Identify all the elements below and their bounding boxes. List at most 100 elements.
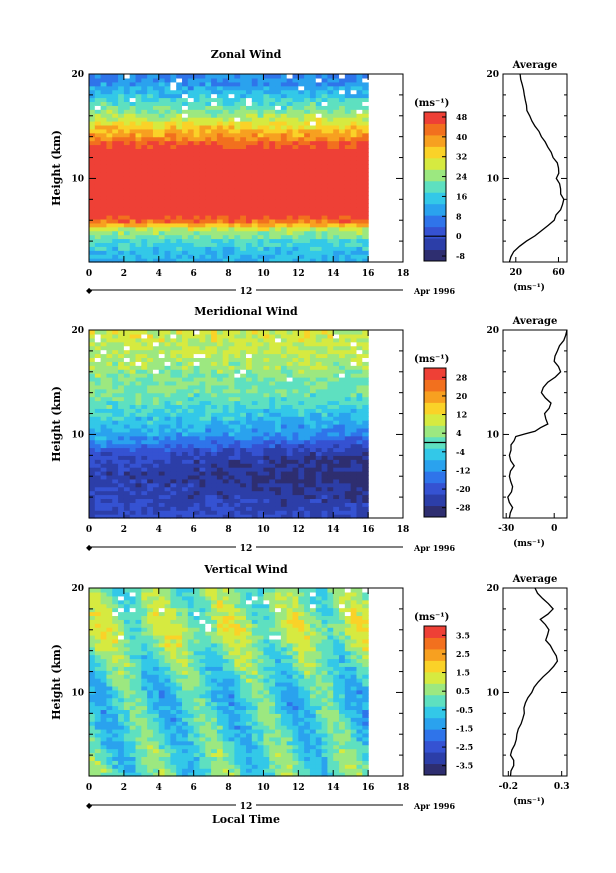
zonal-heatmap-cell — [321, 140, 328, 146]
zonal-heatmap-cell — [112, 74, 119, 79]
zonal-heatmap-cell — [176, 234, 183, 240]
meridional-heatmap-cell — [141, 388, 148, 394]
meridional-heatmap-cell — [362, 447, 369, 453]
zonal-heatmap-cell — [199, 175, 206, 181]
zonal-heatmap-cell — [89, 124, 96, 130]
zonal-heatmap-cell — [309, 109, 317, 114]
zonal-heatmap-cell — [152, 203, 160, 208]
meridional-heatmap-cell — [211, 447, 218, 453]
zonal-heatmap-cell — [106, 183, 113, 189]
meridional-heatmap-cell — [129, 416, 137, 421]
zonal-heatmap-cell — [356, 207, 363, 212]
meridional-heatmap-cell — [286, 384, 294, 390]
meridional-heatmap-cell — [112, 349, 119, 355]
zonal-heatmap-cell — [106, 128, 113, 134]
zonal-heatmap-cell — [309, 258, 317, 263]
meridional-heatmap-cell — [187, 431, 195, 437]
zonal-heatmap-cell — [123, 148, 131, 153]
zonal-heatmap-cell — [327, 113, 334, 118]
meridional-heatmap-cell — [344, 404, 352, 409]
meridional-heatmap-cell — [280, 380, 288, 386]
meridional-heatmap-cell — [187, 471, 195, 476]
zonal-heatmap-cell — [304, 160, 311, 165]
meridional-heatmap-cell — [129, 502, 137, 507]
meridional-heatmap-cell — [106, 388, 113, 394]
zonal-heatmap-cell — [309, 148, 317, 153]
zonal-heatmap-cell — [333, 246, 340, 251]
zonal-heatmap-cell — [240, 222, 247, 228]
meridional-heatmap-cell — [251, 482, 259, 488]
vertical-heatmap-cell — [89, 736, 96, 742]
zonal-heatmap-cell — [356, 160, 363, 165]
zonal-heatmap-cell — [275, 238, 282, 244]
zonal-heatmap-cell — [263, 171, 270, 177]
zonal-heatmap-cell — [205, 113, 212, 118]
meridional-heatmap-cell — [129, 443, 137, 449]
vertical-heatmap-cell — [89, 744, 96, 750]
meridional-heatmap-cell — [147, 498, 154, 503]
zonal-colorbar-segment — [424, 249, 446, 262]
vertical-heatmap-cell — [89, 760, 96, 765]
zonal-heatmap-cell — [135, 258, 142, 263]
meridional-heatmap-cell — [321, 396, 328, 402]
zonal-heatmap-cell — [269, 121, 276, 126]
zonal-heatmap-cell — [275, 128, 282, 134]
meridional-heatmap-cell — [339, 486, 346, 492]
zonal-heatmap-cell — [251, 187, 259, 193]
zonal-heatmap-cell — [228, 113, 235, 118]
zonal-heatmap-cell — [118, 234, 125, 240]
zonal-heatmap-cell — [251, 175, 259, 181]
meridional-heatmap-cell — [187, 494, 195, 500]
meridional-heatmap-cell — [304, 420, 311, 425]
meridional-heatmap-cell — [362, 420, 369, 425]
meridional-heatmap-cell — [309, 514, 317, 519]
zonal-heatmap-cell — [275, 160, 282, 165]
meridional-heatmap-cell — [176, 361, 183, 366]
meridional-heatmap-cell — [234, 349, 241, 355]
meridional-heatmap-cell — [118, 427, 125, 433]
meridional-heatmap-cell — [246, 330, 253, 335]
meridional-heatmap-cell — [362, 330, 369, 335]
zonal-heatmap-cell — [344, 199, 352, 204]
meridional-colorbar-tick-label: -20 — [456, 484, 471, 494]
zonal-heatmap-cell — [211, 226, 218, 232]
meridional-heatmap-cell — [193, 431, 201, 437]
zonal-heatmap-cell — [321, 117, 328, 122]
meridional-heatmap-cell — [240, 427, 247, 433]
zonal-heatmap-cell — [94, 89, 102, 95]
zonal-heatmap-cell — [246, 121, 253, 126]
zonal-heatmap-cell — [362, 132, 369, 138]
zonal-heatmap-cell — [106, 203, 113, 208]
meridional-heatmap-cell — [129, 478, 137, 484]
meridional-heatmap-cell — [240, 353, 247, 359]
meridional-heatmap-cell — [187, 474, 195, 480]
zonal-heatmap-cell — [315, 101, 323, 106]
meridional-heatmap-cell — [147, 341, 154, 347]
meridional-heatmap-cell — [89, 365, 96, 370]
zonal-heatmap-cell — [344, 179, 352, 185]
meridional-heatmap-cell — [89, 506, 96, 511]
meridional-heatmap-cell — [339, 474, 346, 480]
zonal-heatmap-cell — [106, 101, 113, 106]
zonal-heatmap-cell — [216, 77, 224, 83]
zonal-heatmap-cell — [298, 246, 305, 251]
zonal-heatmap-cell — [228, 191, 235, 197]
zonal-heatmap-cell — [216, 207, 224, 212]
meridional-heatmap-cell — [193, 467, 201, 472]
meridional-heatmap-cell — [327, 443, 334, 449]
zonal-colorbar-tick-label: -8 — [456, 251, 465, 261]
zonal-heatmap-cell — [152, 148, 160, 153]
zonal-heatmap-cell — [257, 258, 265, 263]
zonal-heatmap-cell — [135, 74, 142, 79]
meridional-heatmap-cell — [182, 361, 189, 366]
vertical-heatmap-cell — [100, 689, 108, 695]
meridional-heatmap-cell — [309, 455, 317, 460]
zonal-heatmap-cell — [333, 156, 340, 161]
zonal-heatmap-cell — [339, 199, 346, 204]
meridional-heatmap-cell — [135, 373, 142, 378]
zonal-heatmap-cell — [263, 128, 270, 134]
vertical-heatmap-cell — [94, 748, 102, 754]
zonal-heatmap-cell — [147, 74, 154, 79]
zonal-heatmap-cell — [147, 199, 154, 204]
meridional-heatmap-cell — [327, 349, 334, 355]
